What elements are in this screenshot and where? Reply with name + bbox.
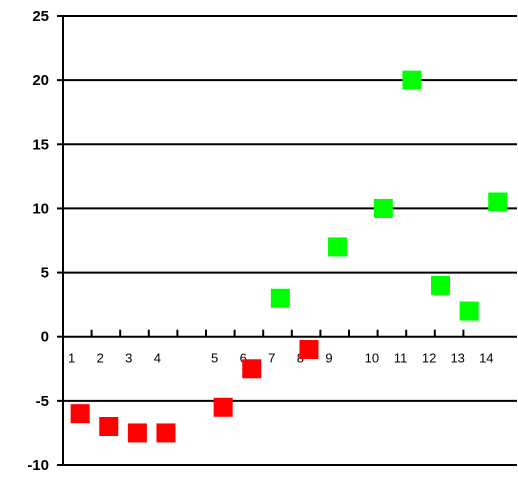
data-point-1 (70, 404, 90, 424)
x-tick-label: 2 (97, 351, 104, 366)
data-points (70, 70, 508, 443)
data-point-12 (431, 275, 451, 295)
data-point-3 (127, 423, 147, 443)
data-point-5 (213, 397, 233, 417)
x-tick-label: 14 (479, 351, 493, 366)
x-tick-label: 4 (154, 351, 161, 366)
y-tick-labels: 25 20 15 10 5 0 -5 -10 (27, 8, 49, 474)
x-tick-label: 9 (325, 351, 332, 366)
data-point-9 (328, 237, 348, 257)
data-point-6 (242, 359, 262, 379)
data-point-13 (459, 301, 479, 321)
y-tick-label: 10 (32, 200, 49, 217)
axes (57, 15, 64, 466)
data-point-10 (373, 198, 393, 218)
x-tick-label: 5 (211, 351, 218, 366)
data-point-8 (299, 340, 319, 360)
y-tick-label: 5 (41, 265, 49, 282)
data-point-2 (99, 417, 119, 437)
y-tick-label: 25 (32, 8, 49, 25)
x-tick-label: 6 (240, 351, 247, 366)
data-point-11 (402, 70, 422, 90)
y-tick-label: 20 (32, 72, 49, 89)
gridlines (63, 15, 517, 466)
x-ticks (90, 329, 465, 337)
y-tick-label: 0 (41, 329, 49, 346)
data-point-7 (270, 288, 290, 308)
x-tick-label: 3 (125, 351, 132, 366)
x-tick-label: 1 (68, 351, 75, 366)
y-tick-label: 15 (32, 136, 49, 153)
data-point-4 (156, 423, 176, 443)
x-tick-label: 12 (422, 351, 436, 366)
x-tick-label: 11 (394, 351, 408, 366)
x-tick-labels: 1234567891011121314 (68, 351, 494, 366)
x-tick-label: 7 (268, 351, 275, 366)
x-tick-label: 13 (450, 351, 464, 366)
data-point-14 (488, 192, 508, 212)
x-tick-label: 10 (365, 351, 379, 366)
y-tick-label: -5 (36, 393, 49, 410)
y-tick-label: -10 (27, 457, 49, 474)
